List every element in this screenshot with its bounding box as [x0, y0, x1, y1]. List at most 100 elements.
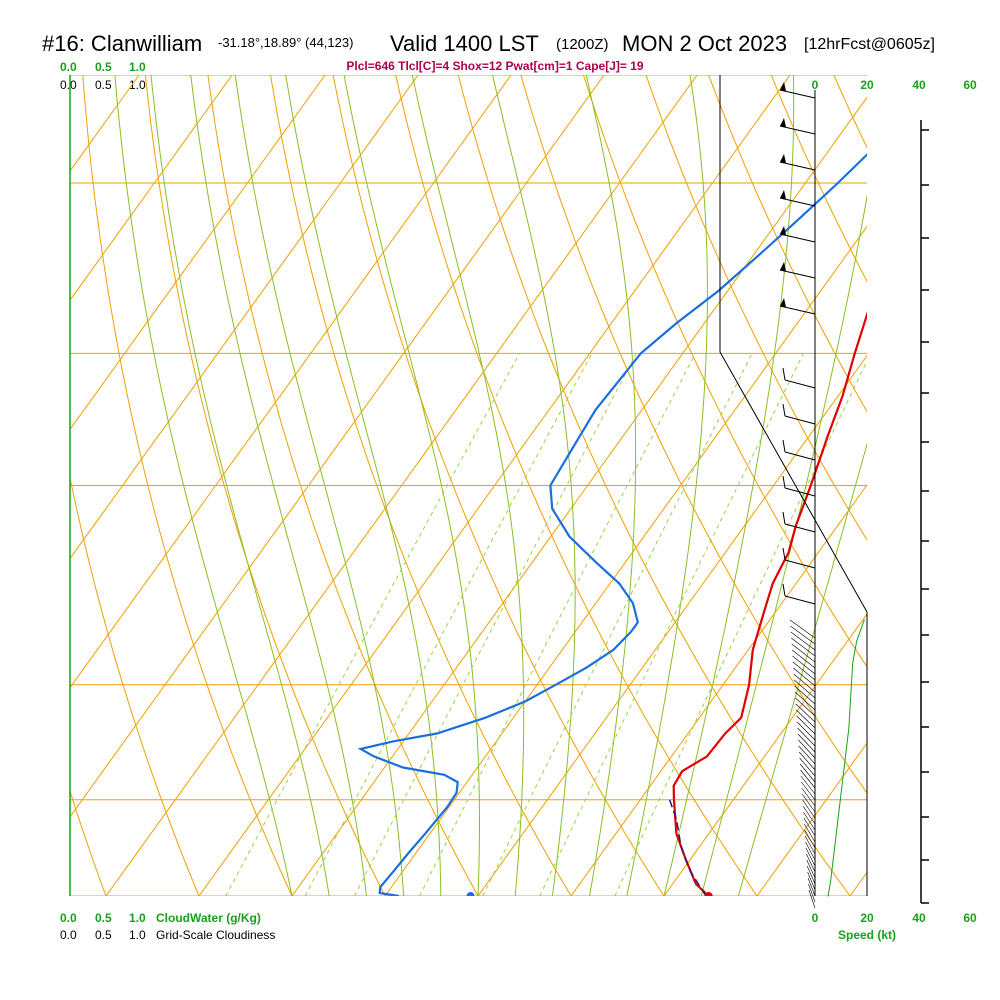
dewpoint-line: [357, 153, 867, 896]
moist-adiabat--2: [190, 75, 367, 896]
dry-adiabat-10: [207, 75, 479, 896]
wind-barb-dense-824: [804, 823, 816, 843]
wind-barb-shaft-low-524: [784, 523, 816, 533]
wind-barb-dense-734: [797, 733, 816, 753]
moist-adiabat-2: [234, 75, 405, 896]
forecast-label: [12hrFcst@0605z]: [804, 36, 935, 53]
wind-barb-dense-854: [806, 853, 816, 873]
wind-barb-dense-662: [792, 661, 816, 681]
isotherm--70: [70, 75, 326, 431]
mixing-ratio-12: [539, 353, 804, 896]
wind-barb-dense-752: [799, 751, 816, 771]
wind-barb-flag-1: [780, 118, 786, 127]
speed-bottom-40: 40: [912, 911, 926, 925]
cloud-water-label: CloudWater (g/Kg): [156, 911, 261, 925]
dry-adiabat-40: [395, 75, 758, 896]
dry-adiabat--40: [0, 0, 23, 925]
wind-barb-feather-560: [782, 547, 786, 561]
wind-barb-dense-860: [806, 859, 816, 879]
wind-barb-dense-830: [804, 829, 816, 849]
speed-profile-line: [827, 619, 865, 897]
speed-top-0: 0: [812, 78, 819, 92]
wind-barb-flag-4: [780, 226, 786, 235]
surface-dewpoint-dot: [466, 892, 475, 896]
cloud-panel-outline: [719, 75, 868, 896]
moist-adiabat-14: [411, 75, 525, 896]
wind-barb-shaft-6: [779, 305, 816, 315]
valid-date: MON 2 Oct 2023: [622, 31, 787, 56]
wind-barb-shaft-3: [779, 197, 816, 207]
wind-barb-dense-656: [792, 655, 816, 675]
wind-barb-shaft-5: [779, 269, 816, 279]
cloud-scale-bottom: 0.0 0.5 1.0 CloudWater (g/Kg) 0.0 0.5 1.…: [60, 911, 275, 942]
moist-adiabat-18: [492, 75, 576, 896]
wind-barb-dense-776: [800, 775, 816, 795]
wind-barb-feather-380: [782, 367, 786, 381]
speed-top-60: 60: [963, 78, 977, 92]
wind-barb-dense-884: [808, 883, 816, 903]
wind-barb-dense-710: [796, 709, 816, 729]
wind-barb-flag-0: [780, 82, 786, 91]
wind-barb-shaft-low-560: [784, 559, 816, 569]
wind-barb-dense-644: [791, 643, 816, 663]
wind-barb-dense-770: [800, 769, 816, 789]
cloud-top-black-2: 1.0: [129, 78, 146, 92]
wind-barb-dense-740: [798, 739, 816, 759]
wind-barb-dense-842: [805, 841, 816, 861]
wind-barbs: [779, 82, 816, 909]
isotherm-60: [943, 75, 1000, 896]
wind-barb-dense-686: [794, 685, 816, 705]
dry-adiabat-60: [520, 75, 867, 794]
wind-barb-shaft-0: [779, 89, 816, 99]
wind-barb-feather-416: [782, 403, 786, 417]
wind-barb-dense-878: [807, 877, 816, 897]
wind-barb-dense-674: [793, 673, 816, 693]
wind-barb-dense-788: [801, 787, 816, 807]
wind-barb-dense-632: [790, 631, 816, 651]
isotherm--50: [70, 75, 512, 689]
dry-adiabat-30: [332, 75, 665, 896]
wind-barb-shaft-4: [779, 233, 816, 243]
wind-barb-dense-782: [801, 781, 816, 801]
dry-adiabat-70: [582, 75, 867, 668]
wind-barb-dense-650: [791, 649, 816, 669]
dry-adiabat-140: [957, 0, 1000, 925]
wind-barb-flag-5: [780, 262, 786, 271]
speed-bottom-20: 20: [860, 911, 874, 925]
speed-scale-bottom: 0 20 40 60 Speed (kt): [812, 911, 977, 942]
moist-adiabat-34: [700, 193, 867, 896]
wind-barb-dense-668: [793, 667, 816, 687]
speed-scale-top: 0 20 40 60: [812, 78, 977, 92]
speed-top-20: 20: [860, 78, 874, 92]
wind-barb-feather-596: [782, 583, 786, 597]
grid-cloudiness-label: Grid-Scale Cloudiness: [156, 928, 275, 942]
wind-barb-dense-728: [797, 727, 816, 747]
wind-barb-dense-806: [802, 805, 816, 825]
wind-barb-dense-746: [798, 745, 816, 765]
cloud-top-green-1: 0.5: [95, 60, 112, 74]
cloud-top-green-0: 0.0: [60, 60, 77, 74]
wind-barb-dense-758: [799, 757, 816, 777]
parcel-line: [668, 798, 707, 896]
isotherm--10: [291, 96, 867, 896]
wind-barb-dense-704: [795, 703, 816, 723]
dry-adiabat--30: [70, 789, 107, 896]
dry-adiabat-80: [645, 75, 867, 541]
moist-adiabat-38: [737, 442, 867, 896]
wind-barb-shaft-low-380: [784, 379, 816, 389]
wind-barb-dense-800: [802, 799, 816, 819]
wind-barb-dense-848: [805, 847, 816, 867]
isotherm--100: [0, 75, 46, 896]
dry-adiabat-120: [840, 0, 1000, 925]
isotherm--60: [70, 75, 419, 560]
moist-adiabat-26: [626, 75, 708, 896]
wind-barb-feather-524: [782, 511, 786, 525]
mixing-ratio-5: [419, 353, 696, 896]
wind-barb-dense-698: [795, 697, 816, 717]
cloud-top-black-0: 0.0: [60, 78, 77, 92]
mixing-ratio-20: [614, 360, 867, 896]
wind-barb-dense-722: [796, 721, 816, 741]
isotherm-0: [384, 225, 867, 896]
wind-barb-dense-794: [801, 793, 816, 813]
dry-adiabat-130: [898, 0, 1000, 925]
